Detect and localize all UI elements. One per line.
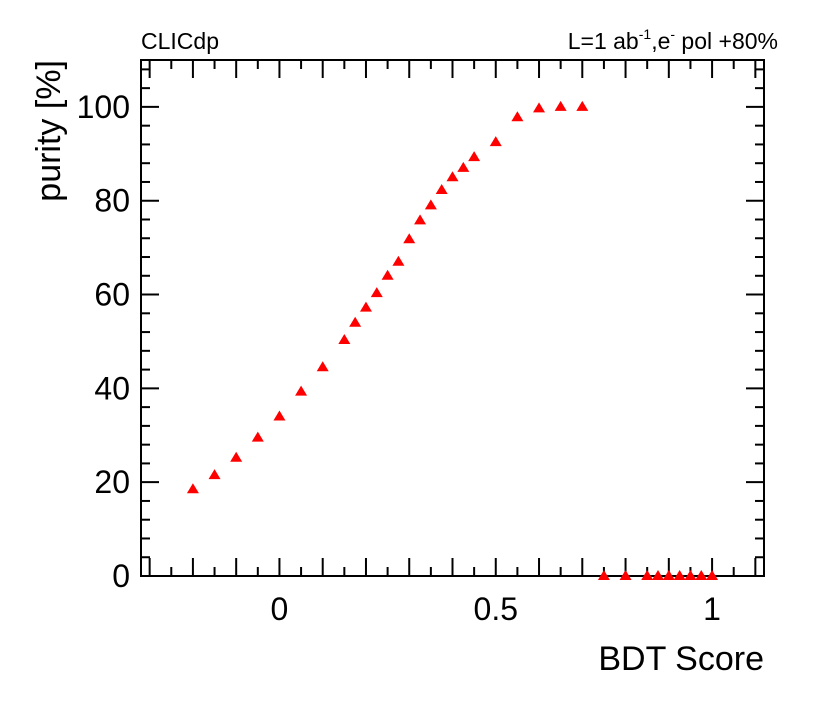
data-point bbox=[511, 111, 524, 122]
data-point bbox=[446, 171, 459, 182]
data-point bbox=[554, 100, 567, 111]
data-point bbox=[316, 361, 329, 372]
data-point bbox=[457, 161, 470, 172]
data-point bbox=[359, 301, 372, 312]
condition-label: L=1 ab-1,e- pol +80% bbox=[568, 26, 778, 54]
y-axis-label: purity [%] bbox=[30, 60, 68, 202]
data-point bbox=[370, 287, 383, 298]
axis-ticks bbox=[141, 60, 764, 577]
y-tick-label: 20 bbox=[94, 464, 130, 500]
data-point bbox=[186, 483, 199, 494]
data-point bbox=[251, 431, 264, 442]
data-point bbox=[695, 570, 708, 580]
x-tick-label: 1 bbox=[703, 591, 721, 627]
data-point bbox=[684, 570, 697, 580]
data-point bbox=[392, 255, 405, 266]
data-point bbox=[662, 570, 675, 580]
data-point bbox=[208, 469, 221, 480]
data-point bbox=[435, 183, 448, 194]
plot-frame bbox=[140, 59, 765, 577]
y-tick-label: 60 bbox=[94, 277, 130, 313]
data-point bbox=[652, 570, 665, 580]
y-tick-label: 100 bbox=[77, 89, 130, 125]
data-point bbox=[619, 570, 632, 580]
data-point bbox=[489, 136, 502, 147]
data-point bbox=[295, 385, 308, 396]
y-tick-label: 0 bbox=[112, 558, 130, 594]
data-point bbox=[349, 316, 362, 327]
data-point bbox=[533, 102, 546, 113]
data-point bbox=[338, 334, 351, 345]
data-point bbox=[273, 410, 286, 421]
data-point bbox=[641, 570, 654, 580]
data-point bbox=[424, 199, 437, 210]
data-point bbox=[230, 451, 243, 462]
data-points bbox=[186, 100, 719, 580]
data-point bbox=[706, 570, 719, 580]
y-tick-label: 80 bbox=[94, 183, 130, 219]
x-axis-label: BDT Score bbox=[598, 640, 764, 678]
x-tick-labels: 0 0.5 1 bbox=[271, 591, 721, 627]
x-tick-label: 0.5 bbox=[474, 591, 518, 627]
y-tick-label: 40 bbox=[94, 370, 130, 406]
data-point bbox=[597, 570, 610, 580]
experiment-label: CLICdp bbox=[141, 28, 219, 54]
data-point bbox=[576, 100, 589, 111]
data-point bbox=[673, 570, 686, 580]
data-point bbox=[403, 233, 416, 244]
data-point bbox=[468, 151, 481, 162]
data-point bbox=[381, 269, 394, 280]
y-tick-labels: 0 20 40 60 80 100 bbox=[77, 89, 130, 594]
data-point bbox=[414, 214, 427, 225]
x-tick-label: 0 bbox=[271, 591, 289, 627]
